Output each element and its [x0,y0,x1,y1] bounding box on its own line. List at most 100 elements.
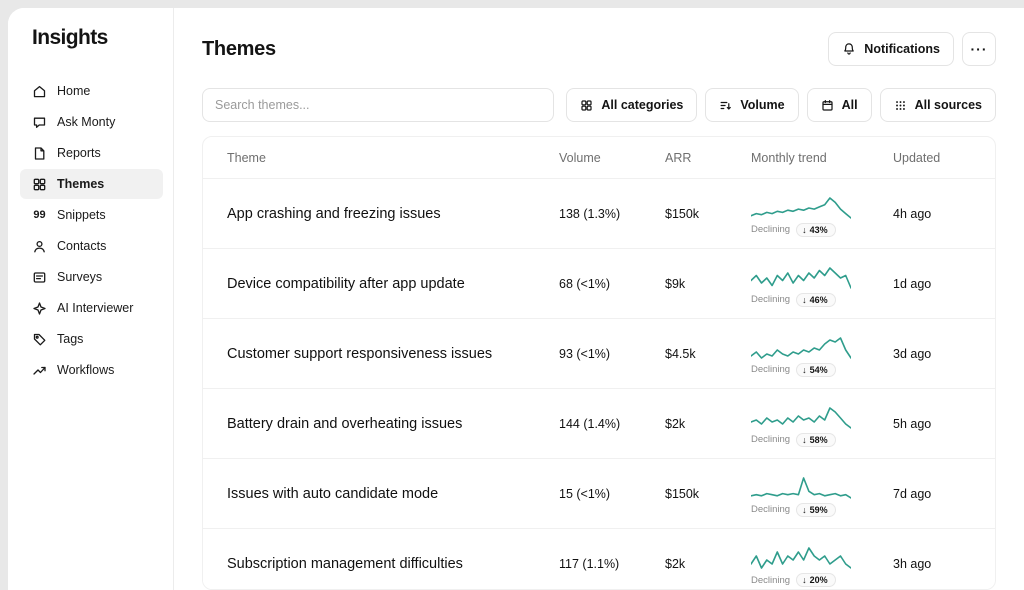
updated-value: 7d ago [893,486,932,501]
trend-cell: Declining ↓ 46% [751,261,879,307]
sidebar-item-workflows[interactable]: Workflows [20,355,163,385]
updated-value: 3h ago [893,557,932,571]
volume-value: 138 (1.3%) [559,206,621,221]
theme-name: Customer support responsiveness issues [227,345,493,362]
chat-icon [32,115,47,130]
trend-cell: Declining ↓ 20% [751,541,879,587]
sidebar-item-label: Ask Monty [57,115,116,129]
trend-change-badge: ↓ 59% [796,502,836,517]
volume-value: 144 (1.4%) [559,416,621,431]
theme-name: Subscription management difficulties [227,556,463,572]
sidebar-item-label: Themes [57,177,105,191]
trend-cell: Declining ↓ 58% [751,401,879,447]
sidebar-item-ai-interviewer[interactable]: AI Interviewer [20,293,163,323]
updated-value: 5h ago [893,416,932,431]
trend-direction-label: Declining [751,294,791,305]
sidebar-item-home[interactable]: Home [20,76,163,106]
trend-direction-label: Declining [751,504,791,515]
sidebar-item-label: Home [57,84,91,98]
sidebar-item-label: Reports [57,146,101,160]
filter-sort-volume-button[interactable]: Volume [705,88,799,122]
document-icon [32,146,47,161]
trend-change-value: 20% [809,575,828,585]
table-row[interactable]: Customer support responsiveness issues 9… [203,319,995,389]
trend-direction-label: Declining [751,434,791,445]
column-header-updated: Updated [893,150,941,165]
table-row[interactable]: Issues with auto candidate mode 15 (<1%)… [203,459,995,529]
trend-cell: Declining ↓ 43% [751,191,879,237]
sidebar-item-themes[interactable]: Themes [20,169,163,199]
trend-sparkline [751,547,851,569]
table-row[interactable]: Subscription management difficulties 117… [203,529,995,589]
down-arrow-icon: ↓ [802,575,807,585]
quote-icon: 99 [33,209,46,221]
topbar: Themes Notifications ··· [174,8,1024,66]
sources-dots-icon [894,99,907,112]
sidebar-item-tags[interactable]: Tags [20,324,163,354]
sidebar-item-ask-monty[interactable]: Ask Monty [20,107,163,137]
sidebar-item-surveys[interactable]: Surveys [20,262,163,292]
trend-change-badge: ↓ 58% [796,432,836,447]
app-window: Insights Home Ask Monty Reports Themes [8,8,1024,590]
down-arrow-icon: ↓ [802,504,807,515]
table-row[interactable]: Device compatibility after app update 68… [203,249,995,319]
table-row[interactable]: Battery drain and overheating issues 144… [203,389,995,459]
trend-direction-label: Declining [751,364,791,375]
trend-sparkline [751,476,851,499]
updated-value: 4h ago [893,206,932,221]
updated-value: 1d ago [893,276,932,291]
filter-date-button[interactable]: All [806,88,872,122]
sparkle-icon [32,301,47,316]
arr-value: $150k [665,206,700,221]
theme-name: App crashing and freezing issues [227,205,441,222]
arr-value: $150k [665,486,700,501]
sidebar-item-label: AI Interviewer [57,301,134,315]
trend-change-value: 46% [809,294,828,305]
trend-change-value: 54% [809,364,828,375]
trend-change-value: 59% [809,504,828,515]
sidebar-item-label: Tags [57,332,84,346]
person-icon [32,239,47,254]
trend-cell: Declining ↓ 54% [751,331,879,377]
arr-value: $9k [665,276,686,291]
volume-value: 15 (<1%) [559,486,611,501]
trend-change-value: 58% [809,434,828,445]
sidebar-item-snippets[interactable]: 99 Snippets [20,200,163,230]
column-header-theme: Theme [227,150,266,165]
app-logo: Insights [32,26,108,49]
sidebar-item-reports[interactable]: Reports [20,138,163,168]
trend-sparkline [751,336,851,359]
trend-sparkline [751,266,851,289]
trend-change-badge: ↓ 54% [796,362,836,377]
trend-change-badge: ↓ 20% [796,573,836,587]
volume-value: 117 (1.1%) [559,557,620,571]
more-options-button[interactable]: ··· [962,32,996,66]
sidebar-item-contacts[interactable]: Contacts [20,231,163,261]
notifications-button[interactable]: Notifications [828,32,954,66]
tag-icon [32,332,47,347]
trend-sparkline [751,196,851,219]
theme-name: Issues with auto candidate mode [227,485,439,502]
down-arrow-icon: ↓ [802,224,807,235]
column-header-arr: ARR [665,150,692,165]
filter-buttons: All categories Volume All [566,88,996,122]
home-icon [32,84,47,99]
filter-label: All categories [601,98,684,112]
sidebar-item-label: Workflows [57,363,115,377]
trend-direction-label: Declining [751,574,791,586]
notifications-label: Notifications [864,42,940,56]
search-input[interactable] [202,88,554,122]
trend-change-badge: ↓ 43% [796,222,836,237]
arr-value: $2k [665,416,686,431]
filter-sources-button[interactable]: All sources [879,88,996,122]
theme-name: Device compatibility after app update [227,275,465,292]
filter-label: All [841,98,858,112]
arr-value: $4.5k [665,346,696,361]
table-row[interactable]: App crashing and freezing issues 138 (1.… [203,179,995,249]
filter-categories-button[interactable]: All categories [566,88,698,122]
trend-sparkline [751,406,851,429]
trend-change-badge: ↓ 46% [796,292,836,307]
categories-grid-icon [580,99,593,112]
themes-table: Theme Volume ARR Monthly trend Updated A… [202,136,996,590]
volume-value: 68 (<1%) [559,276,611,291]
